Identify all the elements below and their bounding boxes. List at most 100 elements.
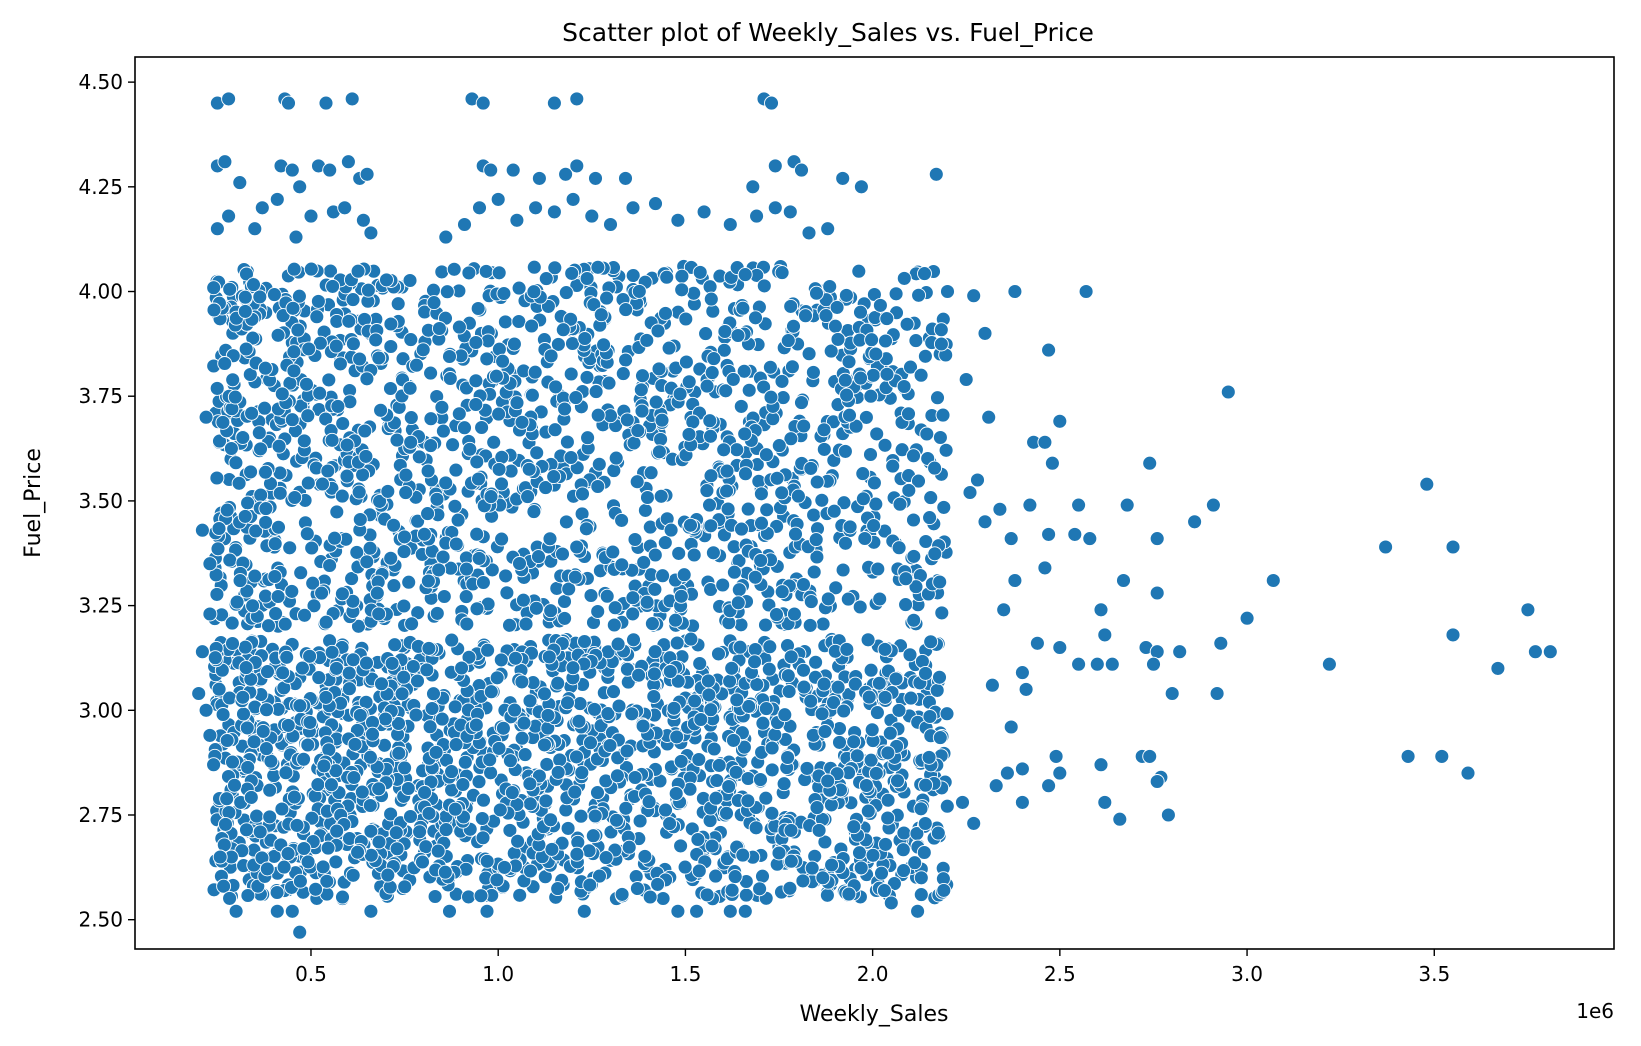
filler-point — [781, 684, 797, 699]
filler-point — [498, 568, 514, 584]
filler-point — [722, 673, 738, 689]
filler-point — [899, 316, 915, 332]
filler-point — [796, 662, 811, 678]
filler-point — [615, 366, 631, 382]
filler-point — [837, 443, 853, 459]
filler-point — [759, 502, 775, 518]
filler-point — [522, 693, 538, 709]
filler-point — [720, 501, 736, 517]
filler-point — [903, 690, 919, 706]
filler-point — [820, 591, 836, 607]
data-point — [221, 91, 237, 107]
filler-point — [259, 861, 275, 877]
filler-point — [927, 460, 943, 476]
filler-point — [491, 740, 507, 756]
filler-point — [600, 706, 616, 722]
filler-point — [222, 281, 238, 297]
filler-point — [274, 801, 290, 817]
filler-point — [524, 387, 540, 403]
data-point — [1213, 635, 1229, 651]
filler-point — [320, 840, 336, 856]
filler-point — [590, 785, 605, 801]
filler-point — [819, 887, 835, 903]
filler-point — [289, 817, 305, 833]
data-point — [1445, 627, 1461, 643]
filler-point — [890, 773, 905, 789]
filler-point — [446, 261, 462, 277]
data-point — [1044, 455, 1060, 471]
data-point — [966, 815, 982, 831]
data-point — [1527, 644, 1543, 660]
filler-point — [618, 352, 634, 368]
filler-point — [371, 350, 387, 366]
data-point — [1419, 476, 1435, 492]
filler-point — [292, 698, 308, 714]
filler-point — [304, 540, 320, 556]
filler-point — [521, 461, 537, 477]
filler-point — [635, 368, 650, 384]
filler-point — [803, 693, 819, 709]
filler-point — [635, 718, 651, 734]
filler-point — [550, 881, 566, 897]
y-tick-label: 4.25 — [78, 175, 123, 199]
filler-point — [906, 548, 922, 564]
filler-point — [538, 480, 554, 496]
filler-point — [832, 734, 847, 750]
filler-point — [738, 887, 754, 903]
filler-point — [249, 808, 265, 824]
filler-point — [647, 644, 663, 660]
filler-point — [217, 356, 233, 371]
filler-point — [402, 273, 418, 288]
filler-point — [938, 442, 954, 458]
filler-point — [479, 853, 495, 869]
filler-point — [504, 785, 520, 801]
filler-point — [209, 586, 225, 602]
filler-point — [648, 394, 664, 410]
filler-point — [526, 259, 542, 275]
filler-point — [906, 512, 921, 528]
filler-point — [538, 271, 554, 287]
filler-point — [560, 695, 575, 711]
filler-point — [681, 374, 697, 390]
filler-point — [360, 282, 376, 298]
filler-point — [777, 707, 793, 723]
filler-point — [468, 397, 484, 412]
filler-point — [583, 588, 599, 603]
filler-point — [398, 467, 414, 483]
filler-point — [444, 764, 460, 780]
filler-point — [396, 598, 412, 614]
filler-point — [218, 816, 233, 832]
filler-point — [668, 786, 684, 801]
filler-point — [786, 606, 802, 622]
filler-point — [546, 469, 562, 485]
filler-point — [607, 600, 623, 616]
filler-point — [795, 873, 811, 889]
filler-point — [681, 426, 697, 442]
filler-point — [225, 754, 240, 770]
filler-point — [377, 711, 393, 727]
filler-point — [286, 363, 302, 379]
filler-point — [809, 549, 825, 565]
filler-point — [817, 724, 833, 739]
filler-point — [703, 518, 719, 534]
x-tick-label: 0.5 — [295, 962, 327, 986]
filler-point — [395, 351, 411, 367]
filler-point — [475, 830, 491, 846]
filler-point — [296, 841, 312, 856]
filler-point — [769, 470, 785, 486]
filler-point — [459, 561, 474, 577]
filler-point — [227, 777, 242, 793]
filler-point — [429, 605, 445, 621]
filler-point — [639, 594, 655, 610]
filler-point — [569, 846, 585, 862]
filler-point — [879, 311, 895, 327]
filler-point — [389, 841, 405, 857]
filler-point — [412, 824, 428, 840]
filler-point — [840, 591, 856, 607]
filler-point — [457, 754, 473, 770]
filler-point — [936, 499, 952, 515]
filler-point — [529, 445, 545, 461]
filler-point — [404, 616, 420, 632]
filler-point — [383, 316, 399, 332]
filler-point — [328, 854, 344, 870]
